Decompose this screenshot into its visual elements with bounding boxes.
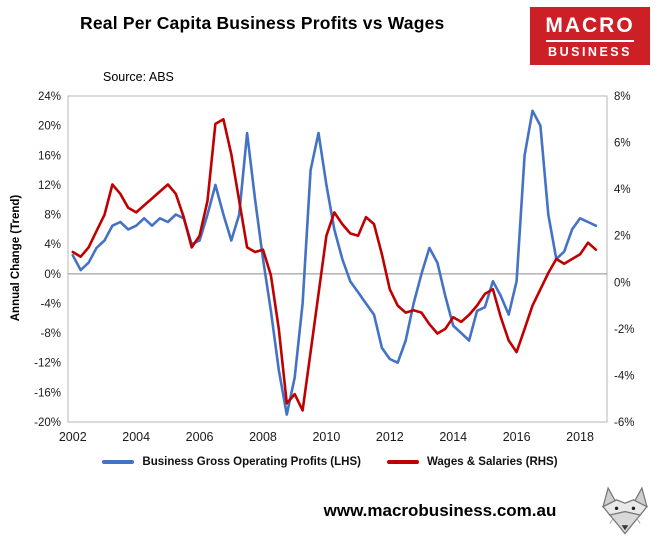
svg-text:-6%: -6% <box>614 417 634 429</box>
svg-text:2002: 2002 <box>59 430 87 444</box>
svg-text:8%: 8% <box>44 210 61 222</box>
svg-text:2014: 2014 <box>439 430 467 444</box>
svg-text:2010: 2010 <box>312 430 340 444</box>
wolf-logo-icon <box>602 486 648 535</box>
svg-text:-20%: -20% <box>34 417 61 429</box>
chart-legend: Business Gross Operating Profits (LHS) W… <box>0 456 660 468</box>
svg-text:0%: 0% <box>614 277 631 289</box>
svg-text:2006: 2006 <box>186 430 214 444</box>
macrobusiness-logo: MACRO BUSINESS <box>530 7 650 65</box>
page-title: Real Per Capita Business Profits vs Wage… <box>80 13 445 33</box>
legend-item-wages: Wages & Salaries (RHS) <box>386 456 558 468</box>
svg-text:6%: 6% <box>614 138 631 150</box>
svg-text:2004: 2004 <box>122 430 150 444</box>
logo-text-business: BUSINESS <box>548 45 632 59</box>
svg-text:-2%: -2% <box>614 324 634 336</box>
legend-label-wages: Wages & Salaries (RHS) <box>426 456 558 468</box>
svg-text:24%: 24% <box>38 91 61 103</box>
site-url[interactable]: www.macrobusiness.com.au <box>323 501 557 520</box>
logo-text-macro: MACRO <box>545 14 635 37</box>
line-chart: 24% 20% 16% 12% 8% 4% 0% -4% -8% -12% -16% -20% 8% 6%… <box>34 91 634 444</box>
legend-item-profits: Business Gross Operating Profits (LHS) <box>102 456 361 468</box>
logo-divider <box>546 40 634 42</box>
source-note: Source: ABS <box>103 70 174 84</box>
blue-line-swatch <box>102 460 135 464</box>
svg-text:4%: 4% <box>614 184 631 196</box>
svg-text:2018: 2018 <box>566 430 594 444</box>
svg-text:2%: 2% <box>614 231 631 243</box>
svg-text:-12%: -12% <box>34 358 61 370</box>
svg-text:0%: 0% <box>44 269 61 281</box>
svg-text:12%: 12% <box>38 180 61 192</box>
svg-text:-8%: -8% <box>41 328 61 340</box>
legend-label-profits: Business Gross Operating Profits (LHS) <box>142 456 361 468</box>
svg-text:2008: 2008 <box>249 430 277 444</box>
svg-text:-16%: -16% <box>34 387 61 399</box>
svg-text:20%: 20% <box>38 121 61 133</box>
svg-text:2012: 2012 <box>376 430 404 444</box>
svg-text:2016: 2016 <box>503 430 531 444</box>
svg-text:4%: 4% <box>44 239 61 251</box>
svg-text:-4%: -4% <box>614 370 634 382</box>
svg-text:16%: 16% <box>38 150 61 162</box>
svg-text:-4%: -4% <box>41 298 61 310</box>
red-line-swatch <box>386 460 419 464</box>
svg-text:8%: 8% <box>614 91 631 103</box>
